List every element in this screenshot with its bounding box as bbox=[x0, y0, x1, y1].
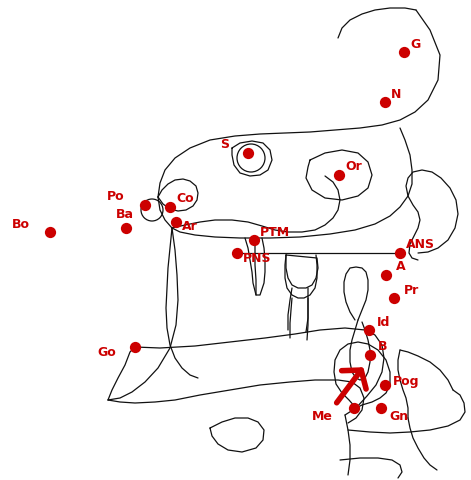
Text: Bo: Bo bbox=[12, 217, 30, 230]
Text: Ba: Ba bbox=[116, 207, 134, 220]
Text: PTM: PTM bbox=[260, 226, 290, 239]
Text: Ar: Ar bbox=[182, 219, 198, 232]
Text: N: N bbox=[391, 87, 401, 100]
Text: B: B bbox=[378, 340, 388, 353]
Text: Pr: Pr bbox=[404, 284, 419, 297]
Text: Me: Me bbox=[312, 409, 333, 422]
Text: A: A bbox=[396, 261, 406, 274]
Text: Gn: Gn bbox=[389, 409, 408, 422]
Text: Po: Po bbox=[107, 191, 125, 204]
Text: G: G bbox=[410, 37, 420, 50]
Text: PNS: PNS bbox=[243, 252, 271, 265]
Text: ANS: ANS bbox=[406, 239, 435, 252]
Text: Co: Co bbox=[176, 192, 194, 205]
Text: S: S bbox=[220, 139, 229, 152]
Text: Or: Or bbox=[345, 160, 362, 173]
Text: Pog: Pog bbox=[393, 374, 420, 387]
Text: Go: Go bbox=[97, 347, 116, 360]
Text: Id: Id bbox=[377, 315, 390, 328]
